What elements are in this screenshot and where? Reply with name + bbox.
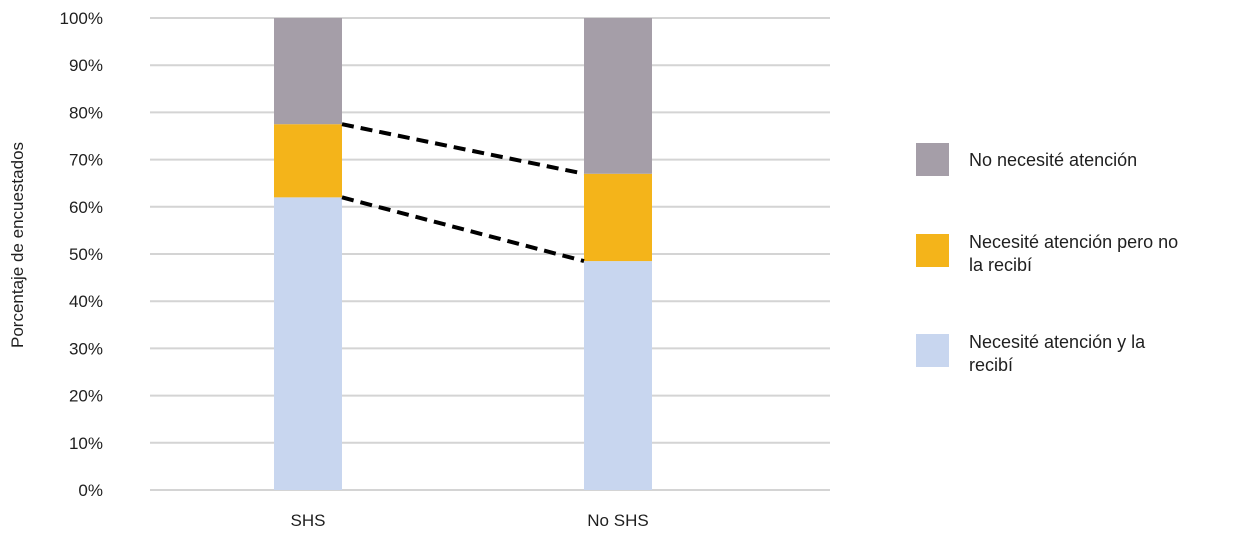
y-tick-label: 100% — [60, 9, 103, 28]
gridlines — [150, 17, 830, 491]
y-tick-label: 20% — [69, 387, 103, 406]
connector-line — [341, 195, 585, 264]
y-tick-label: 60% — [69, 198, 103, 217]
bar-segment — [274, 124, 342, 198]
x-tick-label: SHS — [291, 511, 326, 530]
connector-line — [341, 122, 585, 176]
bar-segment — [584, 261, 652, 490]
connector-lines — [341, 122, 585, 264]
y-tick-label: 80% — [69, 103, 103, 122]
x-axis-ticks: SHS No SHS — [291, 511, 649, 530]
y-tick-label: 10% — [69, 434, 103, 453]
legend-item-recibi: Necesité atención y la recibí — [916, 332, 1236, 377]
legend-swatch — [916, 334, 949, 367]
y-tick-label: 40% — [69, 292, 103, 311]
y-tick-label: 30% — [69, 339, 103, 358]
legend-swatch — [916, 234, 949, 267]
legend-swatch — [916, 143, 949, 176]
y-axis-title: Porcentaje de encuestados — [8, 142, 27, 348]
bar-segment — [584, 18, 652, 174]
legend-label: No necesité atención — [969, 150, 1138, 170]
legend-item-no-necesite: No necesité atención — [916, 143, 1236, 176]
y-axis-ticks: 0% 10% 20% 30% 40% 50% 60% 70% 80% 90% 100% — [60, 9, 103, 500]
legend-item-no-recibi: Necesité atención pero no la recibí — [916, 232, 1236, 277]
y-tick-label: 70% — [69, 151, 103, 170]
y-tick-label: 0% — [78, 481, 103, 500]
bar-segment — [274, 18, 342, 125]
x-tick-label: No SHS — [587, 511, 648, 530]
legend-label: Necesité atención pero no la recibí — [969, 232, 1179, 275]
bar-segment — [584, 173, 652, 262]
legend-label: Necesité atención y la recibí — [969, 332, 1146, 375]
y-tick-label: 50% — [69, 245, 103, 264]
bar-segment — [274, 197, 342, 491]
bars — [274, 18, 652, 491]
y-tick-label: 90% — [69, 56, 103, 75]
